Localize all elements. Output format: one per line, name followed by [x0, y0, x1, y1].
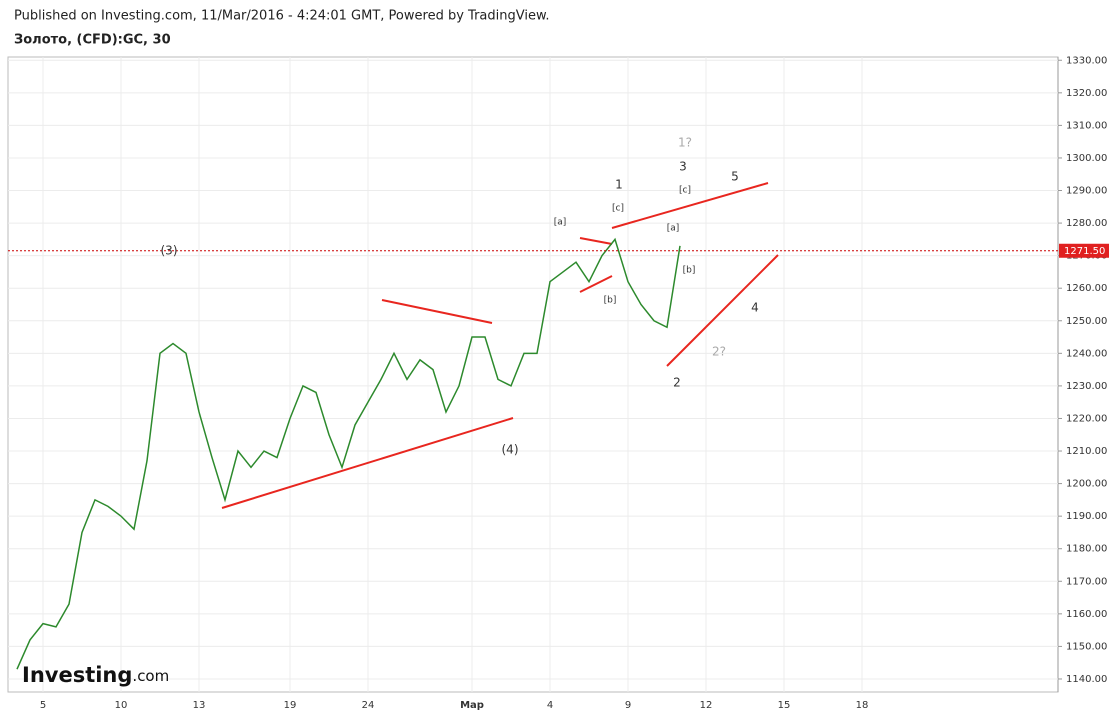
y-tick-label: 1290.00 [1066, 186, 1107, 197]
logo-text: Investing [22, 663, 132, 687]
plot-frame [7, 56, 1059, 693]
wave-label: [b] [604, 296, 617, 306]
y-tick-label: 1260.00 [1066, 283, 1107, 294]
wave-label: 4 [751, 301, 759, 315]
logo: Investing.com [22, 663, 169, 687]
wave-label: (4) [502, 443, 519, 457]
x-tick-label: 5 [40, 700, 46, 711]
y-tick-label: 1150.00 [1066, 641, 1107, 652]
series [16, 237, 681, 670]
wave-label: 1 [615, 178, 623, 192]
y-tick-label: 1250.00 [1066, 316, 1107, 327]
grid [8, 57, 1058, 692]
wave-label: 2? [712, 345, 726, 359]
wave-label: 3 [679, 160, 687, 174]
x-tick-label: 18 [856, 700, 869, 711]
wave-label: 1? [678, 136, 692, 150]
symbol-title: Золото, (CFD):GC, 30 [14, 33, 171, 48]
x-tick-label: 9 [625, 700, 631, 711]
wave-label: [a] [554, 218, 567, 228]
y-tick-label: 1280.00 [1066, 218, 1107, 229]
x-tick-label: 10 [115, 700, 128, 711]
y-tick-label: 1210.00 [1066, 446, 1107, 457]
y-tick-label: 1300.00 [1066, 153, 1107, 164]
wave-label: 5 [731, 170, 739, 184]
last-price-box [1059, 243, 1109, 258]
y-tick-label: 1190.00 [1066, 511, 1107, 522]
price-line [16, 237, 681, 670]
wave-label: 2 [673, 376, 681, 390]
x-tick-label: 12 [700, 700, 713, 711]
wave-label: [a] [667, 224, 680, 234]
trend-line [666, 254, 779, 367]
x-tick-label: 19 [284, 700, 297, 711]
y-tick-label: 1320.00 [1066, 88, 1107, 99]
x-tick-label: 4 [547, 700, 553, 711]
last-price-label: 1271.50 [1064, 246, 1105, 257]
wave-label: [c] [612, 204, 624, 214]
logo-suffix: .com [132, 667, 169, 685]
trend-line [579, 237, 613, 245]
x-tick-label: 24 [362, 700, 375, 711]
y-tick-label: 1220.00 [1066, 413, 1107, 424]
trend-line [579, 275, 613, 293]
y-tick-label: 1140.00 [1066, 674, 1107, 685]
y-tick-label: 1160.00 [1066, 609, 1107, 620]
trend-lines [221, 182, 779, 509]
x-tick-label: Мар [460, 700, 484, 711]
y-tick-label: 1230.00 [1066, 381, 1107, 392]
y-tick-label: 1180.00 [1066, 544, 1107, 555]
y-tick-label: 1310.00 [1066, 120, 1107, 131]
wave-label: [c] [679, 186, 691, 196]
published-note: Published on Investing.com, 11/Mar/2016 … [14, 9, 550, 24]
trend-line [221, 417, 514, 509]
wave-label: (3) [161, 244, 178, 258]
y-tick-label: 1200.00 [1066, 479, 1107, 490]
x-tick-label: 15 [778, 700, 791, 711]
y-tick-label: 1330.00 [1066, 55, 1107, 66]
trend-line [611, 182, 769, 229]
wave-label: [b] [683, 266, 696, 276]
trend-line [381, 299, 493, 324]
y-tick-label: 1170.00 [1066, 576, 1107, 587]
x-tick-label: 13 [193, 700, 206, 711]
y-tick-label: 1240.00 [1066, 348, 1107, 359]
